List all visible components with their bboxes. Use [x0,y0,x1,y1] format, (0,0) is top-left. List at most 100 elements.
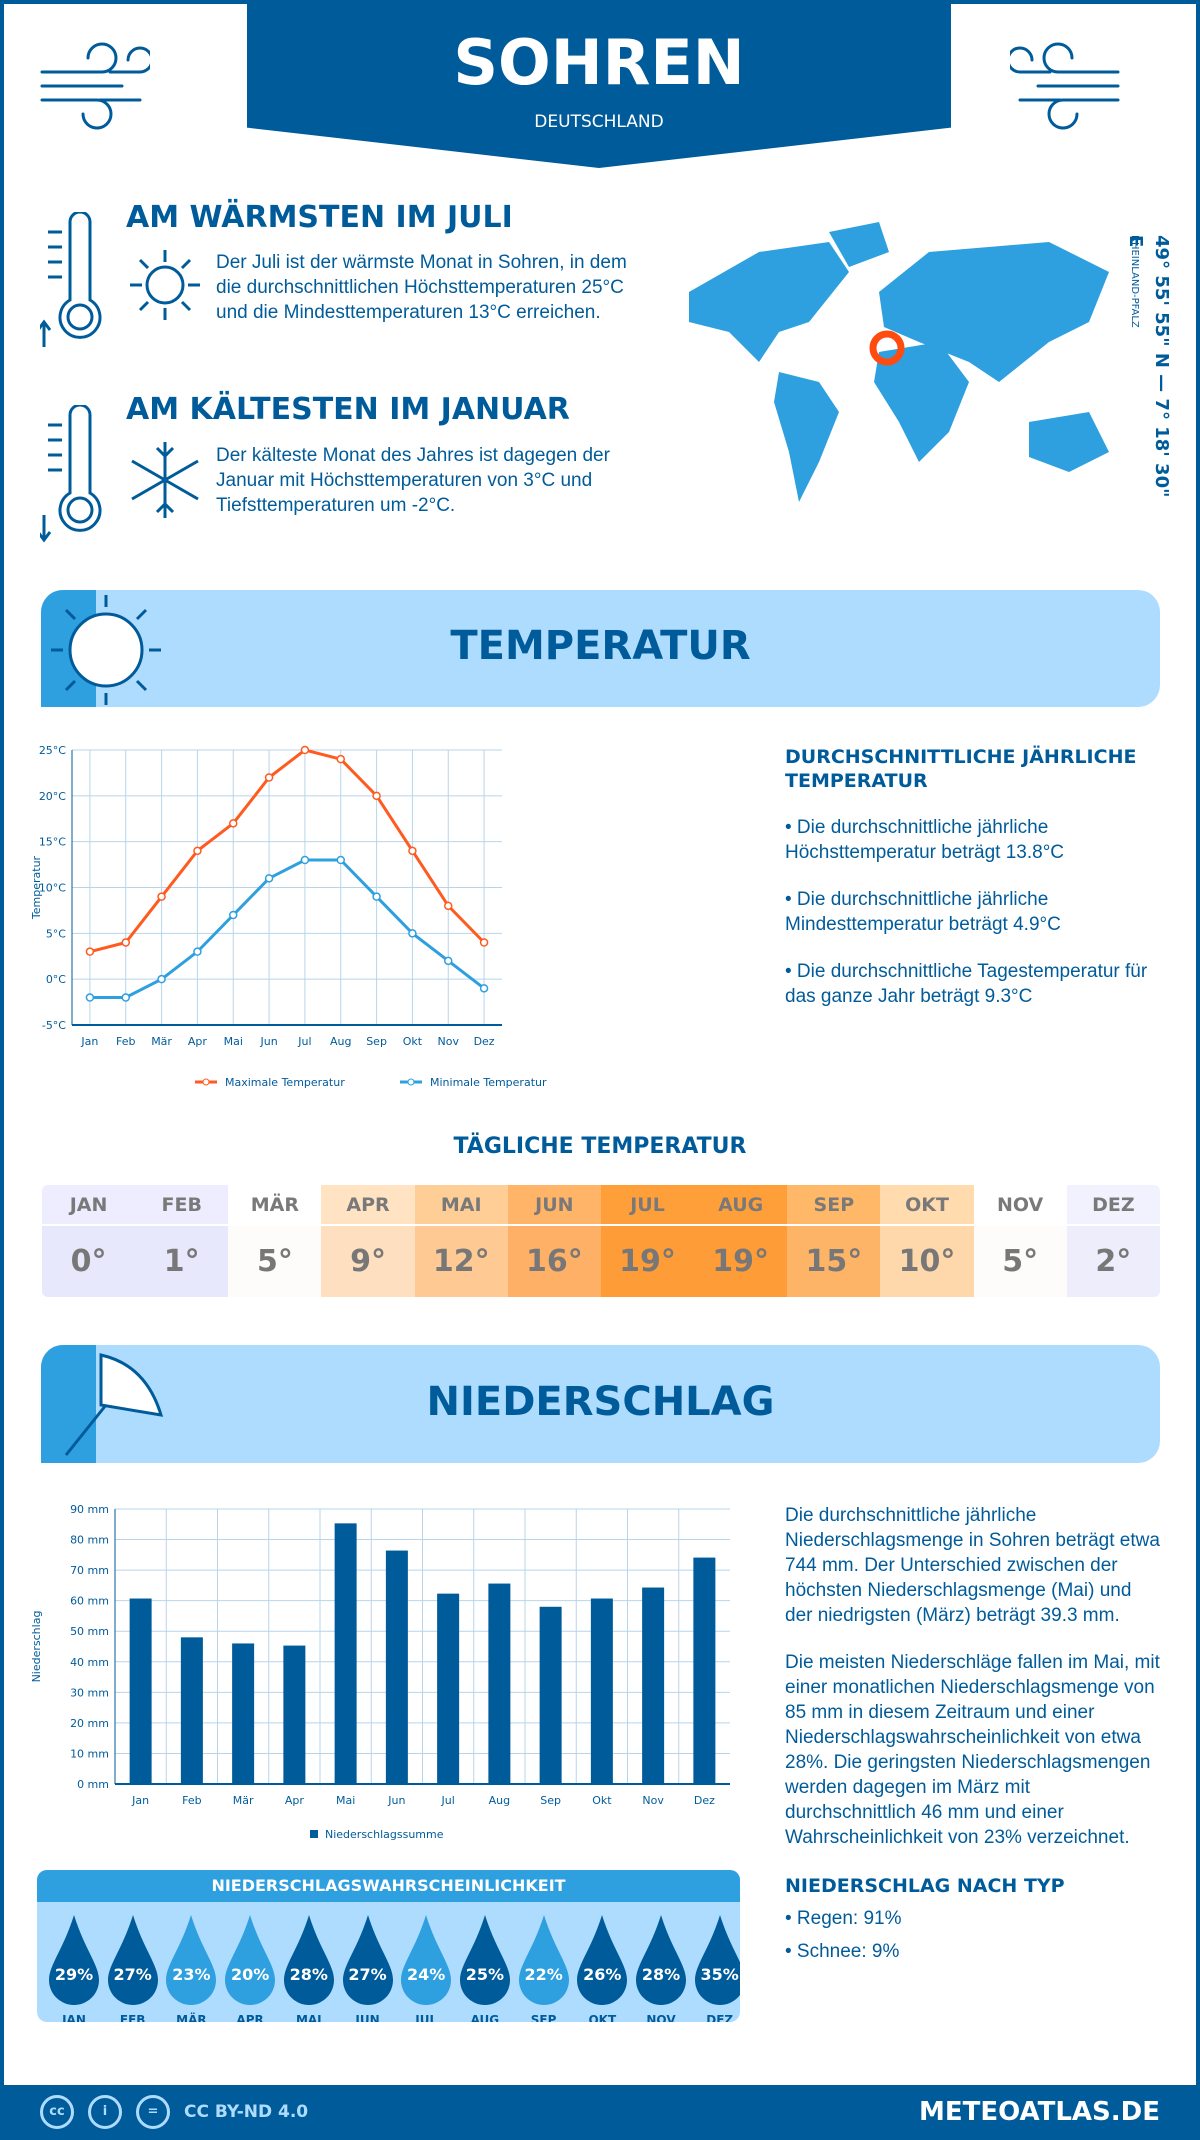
probability-value: 29% [54,1965,94,1984]
bar [129,1598,152,1784]
daily-month: APR [321,1185,415,1226]
data-point [264,773,274,782]
daily-temp-heading: TÄGLICHE TEMPERATUR [453,1134,747,1159]
data-point [193,846,202,856]
probability-drop: 25% AUG [456,1915,514,2022]
probability-drop: 28% NOV [632,1915,690,2022]
raindrop-icon [166,1915,217,2005]
data-point [121,993,130,1002]
y-tick-label: -5°C [42,1019,66,1032]
header-banner [247,0,951,168]
probability-month: APR [236,2013,264,2022]
data-point [121,938,130,947]
site-link[interactable]: METEOATLAS.DE [918,2097,1160,2127]
daily-value: 16° [507,1225,601,1297]
daily-value: 0° [42,1225,136,1297]
raindrop-icon [577,1915,628,2005]
coldest-heading: AM KÄLTESTEN IM JANUAR [126,392,570,427]
x-tick-label: Jul [297,1035,311,1048]
temperature-chart: -5°C 0°C 5°C 10°C 15°C 20°C 25°C Jan Feb Mär Apr Ma… [30,744,547,1089]
probability-month: DEZ [706,2013,734,2022]
x-tick-label: Dez [694,1794,715,1807]
data-point [229,910,238,920]
x-tick-label: Jun [259,1035,277,1048]
precip-type-snow: • Schnee: 9% [785,1941,900,1962]
probability-value: 22% [524,1965,563,1984]
legend-swatch [310,1830,318,1838]
annual-temp-column: DURCHSCHNITTLICHE JÄHRLICHE TEMPERATUR •… [785,745,1160,1009]
probability-drop: 27% FEB [104,1915,162,2022]
y-tick-label: 25°C [39,744,66,757]
precip-probability-heading: NIEDERSCHLAGSWAHRSCHEINLICHKEIT [37,1870,740,1902]
annual-temp-bullet: • Die durchschnittliche jährliche Mindes… [785,889,1061,935]
bar [385,1550,408,1784]
data-point [479,984,489,993]
thermometer-warm-icon [40,212,102,347]
x-tick-label: Nov [642,1794,664,1807]
daily-month: NOV [973,1185,1067,1226]
world-map [689,222,1109,502]
y-tick-label: 60 mm [70,1595,109,1608]
wind-icon-left [40,42,150,130]
data-point [444,956,453,966]
snowflake-icon [131,442,199,518]
page-title: SOHREN [453,26,745,99]
raindrop-icon [342,1915,393,2005]
temperature-banner: TEMPERATUR [41,590,1160,707]
daily-value: 15° [787,1225,881,1297]
x-tick-label: Sep [540,1794,561,1807]
probability-value: 25% [465,1965,505,1984]
daily-value: 10° [880,1225,974,1297]
probability-drop: 26% OKT [573,1915,631,2022]
cc-icon: cc [40,2095,74,2129]
x-tick-label: Apr [188,1035,208,1048]
region-label: RHEINLAND-PFALZ [1129,235,1140,328]
data-point [444,901,453,911]
bar [488,1583,511,1784]
daily-value: 2° [1066,1225,1160,1297]
raindrop-icon [636,1915,686,2005]
daily-value: 5° [228,1225,322,1297]
precip-text-2: Die meisten Niederschläge fallen im Mai,… [785,1652,1160,1848]
y-axis-label: Temperatur [30,855,43,920]
y-tick-label: 10 mm [70,1747,109,1760]
bar [437,1593,460,1784]
probability-drop: 23% MÄR [162,1915,220,2022]
probability-value: 27% [113,1965,152,1984]
warmest-heading: AM WÄRMSTEN IM JULI [126,200,513,235]
daily-value: 19° [694,1225,788,1297]
precip-text-1: Die durchschnittliche jährliche Niedersc… [785,1505,1160,1626]
probability-month: MAI [295,2013,322,2022]
x-tick-label: Nov [438,1035,460,1048]
data-point [193,947,202,956]
y-tick-label: 15°C [39,836,66,849]
x-tick-label: Dez [474,1035,495,1048]
raindrop-icon [49,1915,99,2005]
data-point [85,993,95,1002]
data-point [300,855,310,865]
probability-value: 23% [172,1965,211,1984]
probability-value: 26% [583,1965,622,1984]
bar [232,1643,255,1784]
daily-value: 5° [973,1225,1067,1297]
probability-drop: 29% JAN [45,1915,103,2022]
raindrop-icon [107,1915,158,2005]
bar [283,1645,306,1784]
daily-value: 19° [600,1225,695,1297]
bar [693,1557,716,1784]
probability-month: NOV [646,2013,676,2022]
raindrop-icon [518,1915,569,2005]
daily-value: 12° [414,1225,508,1297]
x-tick-label: Apr [285,1794,305,1807]
legend-marker [407,1078,415,1086]
y-tick-label: 80 mm [70,1534,109,1547]
data-point [300,745,310,755]
x-tick-label: Feb [182,1794,201,1807]
y-tick-label: 40 mm [70,1656,109,1669]
precip-type-rain: • Regen: 91% [785,1908,902,1929]
daily-month: AUG [694,1185,788,1226]
probability-value: 27% [348,1965,387,1984]
x-tick-label: Sep [366,1035,387,1048]
legend-label: Maximale Temperatur [225,1076,345,1089]
x-tick-label: Mär [151,1035,172,1048]
